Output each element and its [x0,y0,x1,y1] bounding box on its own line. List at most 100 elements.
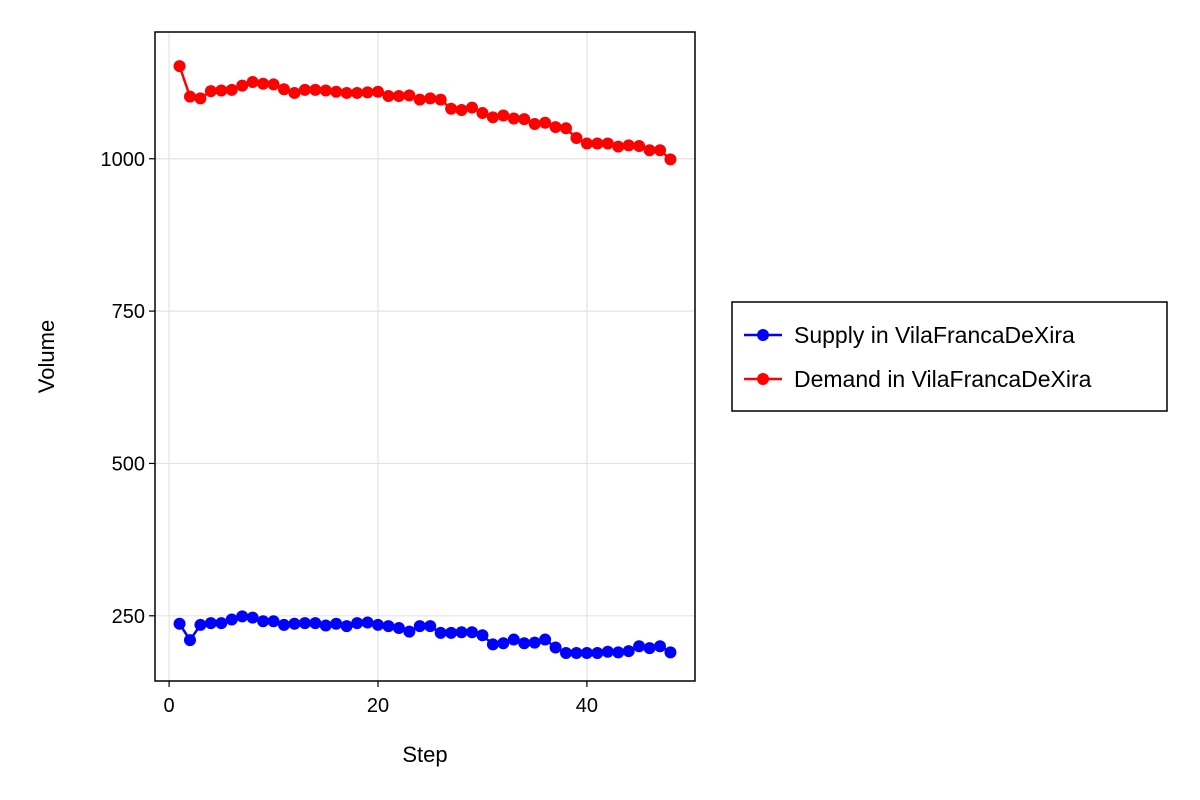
data-point-supply [549,641,562,654]
data-point-demand [664,153,677,166]
legend-label-demand: Demand in VilaFrancaDeXira [794,366,1092,392]
data-point-demand [392,89,405,102]
data-point-demand [403,89,416,102]
legend: Supply in VilaFrancaDeXira Demand in Vil… [731,301,1168,412]
data-point-demand [204,85,217,98]
data-point-supply [622,645,635,658]
data-point-demand [633,139,646,152]
data-point-supply [601,645,614,658]
data-point-demand [445,102,458,115]
data-point-demand [486,111,499,124]
data-point-demand [455,104,468,117]
data-point-demand [591,137,604,150]
data-point-demand [601,137,614,150]
data-point-demand [570,132,583,145]
data-point-supply [351,617,364,630]
data-point-supply [570,646,583,659]
data-point-supply [403,625,416,638]
data-point-supply [486,638,499,651]
data-point-demand [215,84,228,97]
data-point-supply [288,617,301,630]
data-point-supply [309,617,322,630]
x-tick-label: 40 [576,695,598,717]
data-point-supply [330,617,343,630]
data-point-supply [392,621,405,634]
data-point-demand [277,83,290,96]
data-point-demand [361,86,374,99]
data-point-demand [267,78,280,91]
data-point-supply [445,626,458,639]
data-point-supply [654,640,667,653]
data-point-supply [340,620,353,633]
data-point-demand [340,86,353,99]
data-point-supply [591,646,604,659]
plot-frame [154,31,696,682]
data-point-demand [257,77,270,90]
data-point-supply [371,618,384,631]
data-point-supply [236,610,249,623]
y-axis-label: Volume [34,320,59,393]
data-point-demand [434,93,447,106]
data-point-supply [434,626,447,639]
data-point-supply [528,636,541,649]
y-tick-label: 500 [112,453,145,475]
legend-label-supply: Supply in VilaFrancaDeXira [794,322,1075,348]
data-point-demand [351,86,364,99]
data-point-supply [476,629,489,642]
x-axis-label: Step [402,742,447,767]
data-point-demand [183,90,196,103]
legend-entry-supply: Supply in VilaFrancaDeXira [744,322,1075,348]
data-point-supply [664,646,677,659]
data-point-supply [455,626,468,639]
legend-box [731,301,1168,412]
data-point-demand [654,144,667,157]
series-layer [173,60,677,659]
data-point-demand [413,93,426,106]
series-demand [173,60,677,166]
data-point-demand [497,109,510,122]
y-tick-label: 250 [112,606,145,628]
data-point-demand [643,144,656,157]
data-point-supply [267,615,280,628]
data-point-supply [497,637,510,650]
data-point-demand [298,83,311,96]
data-point-supply [319,619,332,632]
data-point-supply [173,617,186,630]
data-point-supply [539,633,552,646]
data-point-supply [612,646,625,659]
data-point-supply [246,611,259,624]
data-point-demand [236,79,249,92]
data-point-supply [424,620,437,633]
data-point-demand [225,83,238,96]
data-point-demand [560,122,573,135]
series-supply [173,610,677,659]
y-tick-label: 1000 [101,149,146,171]
data-point-supply [580,646,593,659]
data-point-demand [539,116,552,129]
x-tick-label: 0 [164,695,175,717]
data-point-supply [183,634,196,647]
data-point-demand [528,118,541,131]
data-point-demand [382,89,395,102]
data-point-demand [549,121,562,134]
data-point-supply [361,616,374,629]
data-point-supply [466,626,479,639]
data-point-demand [194,92,207,105]
y-tick-label: 750 [112,301,145,323]
axis-ticks: 0 20 40 250 500 750 1000 [101,149,599,717]
data-point-supply [194,618,207,631]
data-point-supply [204,617,217,630]
data-point-supply [257,615,270,628]
data-point-demand [288,86,301,99]
data-point-demand [507,112,520,125]
data-point-supply [633,640,646,653]
data-point-demand [518,113,531,126]
data-point-supply [298,617,311,630]
legend-entry-demand: Demand in VilaFrancaDeXira [744,366,1092,392]
data-point-supply [413,620,426,633]
data-point-demand [371,85,384,98]
data-point-supply [560,646,573,659]
data-point-supply [507,633,520,646]
data-point-supply [382,620,395,633]
